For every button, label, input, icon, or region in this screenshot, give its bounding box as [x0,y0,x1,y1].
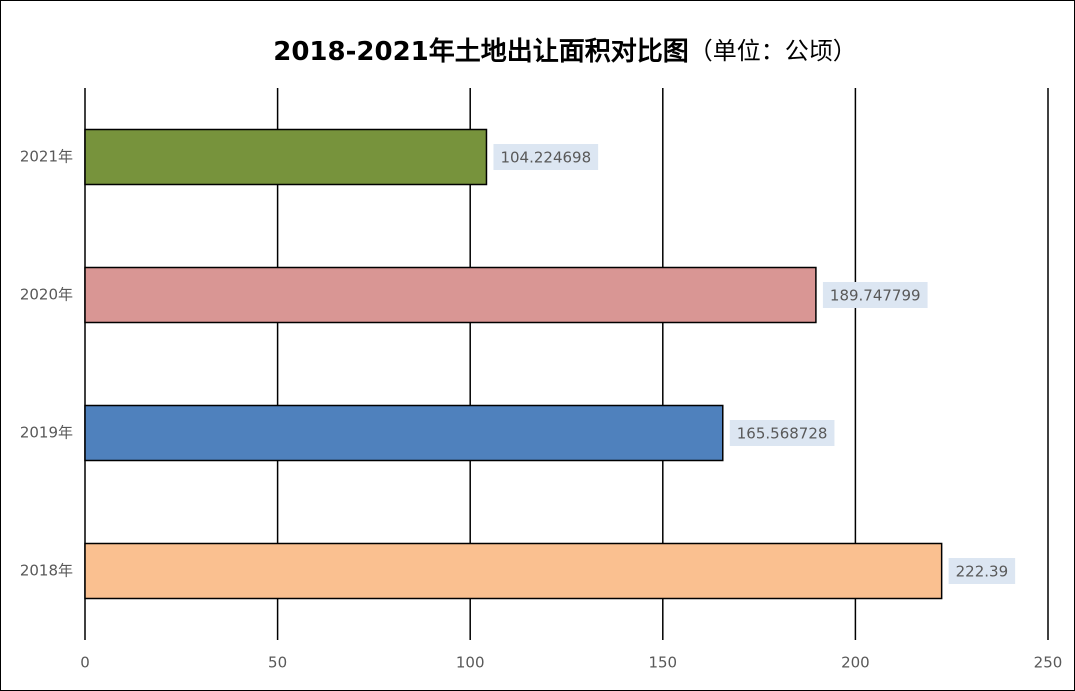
bar [84,128,488,186]
data-label: 104.224698 [500,149,591,167]
data-label-bg [948,558,1016,584]
bar [84,404,724,462]
data-label-bg [493,144,599,170]
x-tick-label: 0 [80,654,90,672]
title-main: 2018-2021年土地出让面积对比图 [273,36,689,67]
data-label-bg [822,282,928,308]
chart-title: 2018-2021年土地出让面积对比图（单位：公顷） [273,36,857,67]
y-tick-label: 2019年 [20,424,73,442]
x-tick-label: 200 [841,654,870,672]
x-tick-label: 50 [268,654,287,672]
data-label: 165.568728 [737,425,828,443]
y-tick-label: 2018年 [20,562,73,580]
y-tick-label: 2020年 [20,286,73,304]
bar [84,266,817,324]
data-label-bg [729,420,835,446]
data-label: 189.747799 [830,287,921,305]
data-label: 222.39 [956,563,1009,581]
x-tick-label: 250 [1034,654,1063,672]
title-unit: （单位：公顷） [689,37,857,65]
bar [84,542,943,600]
y-tick-label: 2021年 [20,148,73,166]
x-tick-label: 150 [648,654,677,672]
x-tick-label: 100 [456,654,485,672]
